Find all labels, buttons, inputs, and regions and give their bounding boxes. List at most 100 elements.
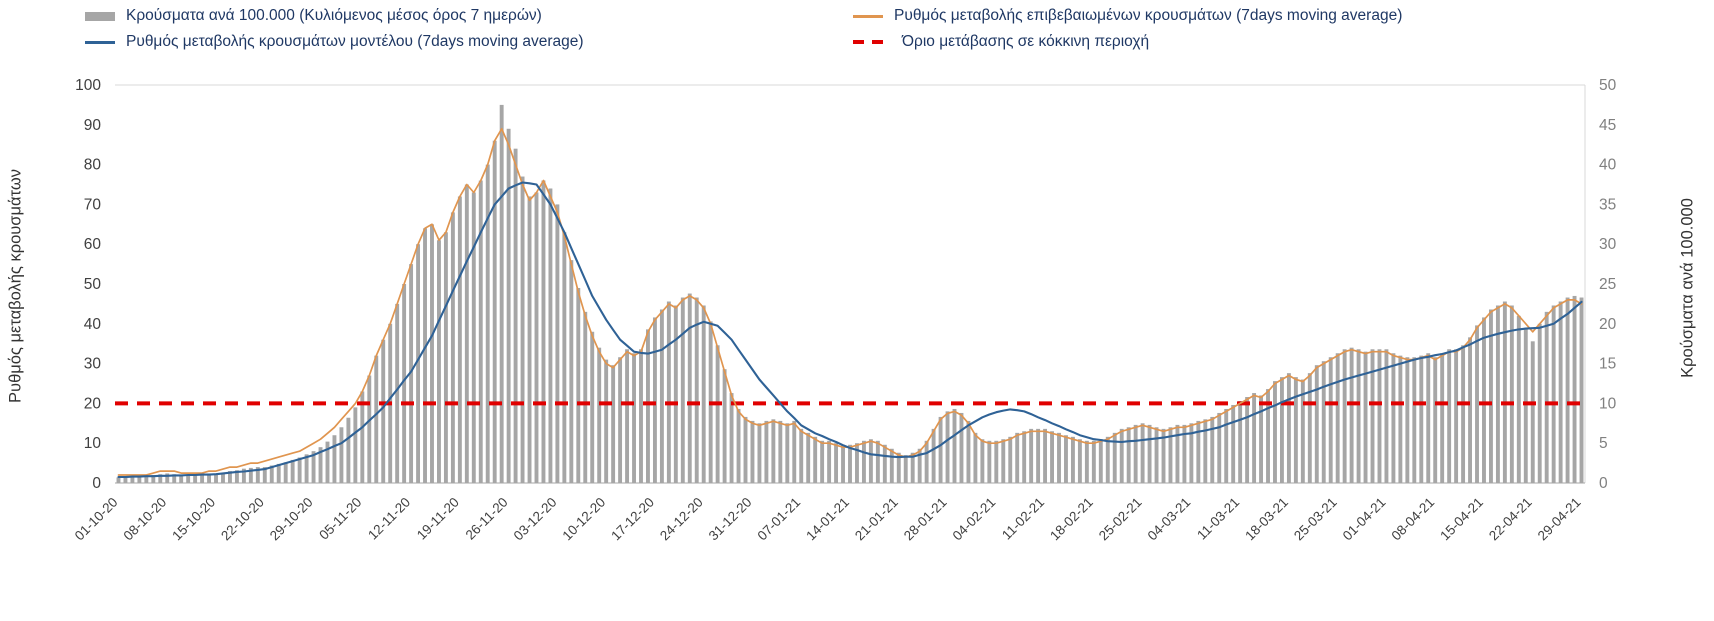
bar [262, 467, 267, 483]
x-axis-tick-label: 04-02-21 [950, 495, 999, 544]
bar [569, 260, 574, 483]
bar [576, 287, 581, 483]
bar [1454, 349, 1459, 483]
bar [416, 244, 421, 483]
bar [1147, 424, 1152, 483]
bar [799, 428, 804, 483]
bar [806, 432, 811, 483]
x-axis-tick-label: 08-10-20 [121, 495, 170, 544]
x-axis-tick-label: 24-12-20 [657, 495, 706, 544]
x-axis-tick-label: 14-01-21 [803, 495, 852, 544]
bar [339, 427, 344, 483]
bar [1433, 357, 1438, 483]
legend-label-confirmed-rate: Ρυθμός μεταβολής επιβεβαιωμένων κρουσμάτ… [894, 7, 1403, 24]
bar [1015, 432, 1020, 483]
bar [597, 347, 602, 483]
confirmed-rate-line [117, 127, 1583, 476]
bar [395, 303, 400, 483]
bar [931, 428, 936, 483]
bar [513, 148, 518, 483]
bar [241, 468, 246, 483]
bar [179, 475, 184, 483]
x-axis-tick-label: 10-12-20 [559, 495, 608, 544]
bar [485, 164, 490, 483]
bar [910, 452, 915, 483]
bar [1419, 355, 1424, 483]
bar [841, 444, 845, 483]
bar [1259, 395, 1263, 483]
bar [1482, 317, 1486, 483]
bar [1509, 305, 1514, 483]
x-axis-tick-label: 25-03-21 [1291, 495, 1340, 544]
x-axis-tick-label: 26-11-20 [463, 495, 511, 543]
bar [1342, 349, 1347, 483]
bar [1084, 440, 1089, 483]
bar [1050, 431, 1054, 483]
bar [889, 448, 894, 483]
bar [1022, 431, 1027, 483]
left-axis-tick-label: 30 [84, 356, 102, 373]
x-axis-tick-label: 01-04-21 [1340, 495, 1389, 544]
bar [186, 475, 191, 483]
bar [757, 423, 762, 483]
bar [255, 467, 260, 483]
bar [778, 420, 783, 483]
bars-series-swatch [85, 11, 115, 21]
bar [1252, 393, 1257, 483]
bar [1105, 436, 1110, 483]
bar [1203, 419, 1208, 483]
bar [945, 411, 950, 483]
bar [1001, 439, 1006, 483]
x-axis-tick-label: 11-03-21 [1194, 495, 1242, 543]
bar [792, 420, 797, 483]
bar [959, 412, 964, 483]
bars-series [116, 104, 1584, 484]
bar [374, 355, 379, 483]
x-axis-tick-label: 25-02-21 [1096, 495, 1145, 544]
bar [848, 444, 852, 483]
bar [1461, 345, 1466, 483]
threshold-swatch [853, 40, 891, 44]
bar [1495, 305, 1500, 483]
bar [632, 353, 636, 483]
x-axis-tick-label: 31-12-20 [706, 495, 755, 544]
bar [1335, 353, 1340, 483]
bar [228, 471, 232, 483]
bar [1140, 423, 1145, 483]
legend-label-cases-bars: Κρούσματα ανά 100.000 (Κυλιόμενος μέσος … [126, 7, 542, 24]
bar [172, 474, 177, 483]
legend-item-model-rate: Ρυθμός μεταβολής κρουσμάτων μοντέλου (7d… [85, 33, 853, 51]
bar [1161, 428, 1166, 483]
x-axis-tick-label: 19-11-20 [414, 495, 462, 543]
bar [1440, 353, 1445, 483]
bar [193, 475, 198, 483]
bar [715, 345, 720, 483]
bar [1391, 353, 1396, 483]
bar [834, 443, 839, 483]
bar [994, 440, 999, 483]
bar [1398, 355, 1403, 483]
left-axis-tick-label: 90 [84, 117, 102, 134]
bar [457, 196, 462, 483]
bar [722, 369, 727, 483]
legend-item-cases-bars: Κρούσματα ανά 100.000 (Κυλιόμενος μέσος … [85, 7, 853, 25]
bar [736, 408, 741, 483]
bar [130, 476, 135, 483]
model-rate-swatch [85, 40, 115, 44]
left-axis-tick-label: 20 [84, 395, 102, 412]
bar [207, 473, 211, 483]
bar [1196, 420, 1201, 483]
bar [1475, 325, 1479, 483]
bar [269, 465, 274, 483]
x-axis-tick-label: 04-03-21 [1145, 495, 1194, 544]
bar [1314, 365, 1319, 483]
bar [924, 440, 929, 483]
right-axis-tick-label: 10 [1599, 395, 1617, 412]
bar [1133, 424, 1138, 483]
bar [221, 472, 225, 483]
x-axis-tick-label: 01-10-20 [72, 495, 121, 544]
right-axis-tick-label: 25 [1599, 276, 1616, 293]
bar [1064, 435, 1068, 483]
legend-item-red-threshold: Όριο μετάβασης σε κόκκινη περιοχή [853, 33, 1402, 51]
